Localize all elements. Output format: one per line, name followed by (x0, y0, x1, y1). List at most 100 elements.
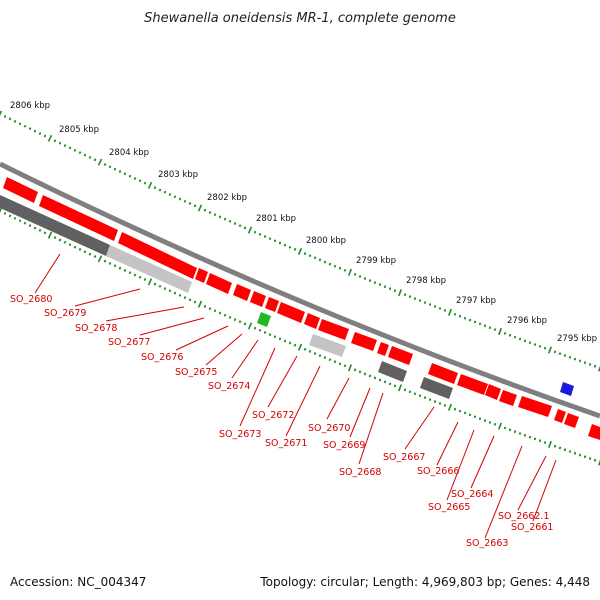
gray-feature (420, 377, 453, 399)
scale-tick (447, 308, 453, 316)
gray-features (0, 195, 453, 399)
inner-scale-tick (238, 320, 242, 324)
scale-tick (443, 308, 447, 312)
inner-scale-tick (463, 411, 467, 415)
inner-scale-tick (458, 409, 462, 413)
inner-scale-tick (343, 364, 347, 368)
inner-scale-tick (153, 282, 157, 286)
inner-scale-tick (397, 384, 403, 392)
scale-tick (538, 344, 542, 348)
scale-tick (283, 243, 287, 247)
scale-tick (368, 279, 372, 283)
inner-scale-tick (538, 439, 542, 443)
scale-tick (563, 354, 567, 357)
gene-arrow (277, 302, 305, 323)
callout-line (404, 406, 435, 450)
scale-tick (568, 355, 572, 359)
scale-tick (353, 272, 357, 276)
inner-scale-tick (53, 236, 57, 240)
inner-scale-tick (328, 358, 332, 362)
gene-labels: SO_2680 SO_2679 SO_2678 SO_2677 SO_2676 … (10, 294, 553, 549)
inner-scale-tick (133, 273, 137, 277)
scale-tick (363, 277, 367, 280)
gene-arrow (250, 291, 266, 307)
inner-scale-tick (523, 433, 527, 437)
inner-scale-tick (197, 300, 203, 308)
inner-scale-tick (323, 356, 327, 360)
inner-scale-tick (243, 322, 247, 326)
inner-scale-tick (293, 343, 297, 347)
inner-scale-tick (388, 382, 392, 386)
inner-scale-tick (208, 307, 212, 311)
scale-tick (318, 258, 322, 262)
scale-tick (143, 181, 147, 185)
scale-tick (313, 256, 317, 260)
scale-tick (343, 268, 347, 272)
scale-tick (518, 337, 522, 341)
inner-scale-tick (553, 444, 557, 448)
map-title: Shewanella oneidensis MR-1, complete gen… (144, 11, 456, 26)
inner-scale-tick (138, 275, 142, 279)
kbp-label-2800: 2800 kbp (306, 236, 346, 246)
inner-scale-tick (548, 440, 552, 448)
scale-tick (208, 211, 212, 214)
callout-line (175, 325, 229, 351)
inner-scale-tick (353, 368, 357, 372)
inner-scale-tick (453, 407, 457, 411)
gene-callout-lines (34, 253, 557, 539)
callout-line (34, 253, 61, 294)
scale-tick (238, 224, 242, 228)
inner-scale-tick (447, 403, 453, 411)
scale-tick (483, 324, 487, 328)
inner-scale-tick (303, 347, 307, 351)
scale-tick (583, 361, 587, 365)
kbp-label-2797: 2797 kbp (456, 296, 496, 306)
inner-scale-tick (43, 231, 47, 235)
scale-tick (108, 165, 112, 169)
gene-label: SO_2667 (383, 452, 425, 463)
scale-tick (128, 174, 132, 178)
inner-scale-tick (213, 309, 217, 313)
inner-scale-tick (193, 300, 197, 304)
inner-scale-tick (58, 238, 62, 242)
inner-scale-tick (0, 207, 3, 213)
inner-scale-tick (123, 268, 127, 272)
inner-scale-tick (78, 247, 82, 251)
callout-line (349, 387, 371, 438)
inner-scale-tick (38, 228, 42, 232)
inner-scale-tick (503, 426, 507, 430)
scale-tick (223, 217, 227, 221)
gene-label: SO_2671 (265, 438, 307, 449)
gene-label: SO_2678 (75, 323, 117, 334)
inner-scale-tick (578, 453, 582, 457)
scale-tick (428, 303, 432, 306)
inner-scale-tick (498, 422, 502, 430)
scale-tick (138, 179, 142, 183)
inner-scale-tick (158, 284, 162, 288)
scale-tick (438, 307, 442, 310)
inner-scale-tick (228, 315, 232, 319)
gene-arrow (588, 424, 600, 440)
inner-scale-tick (568, 450, 572, 453)
inner-scale-tick (438, 402, 442, 405)
kbp-label-2802: 2802 kbp (207, 193, 247, 203)
gene-arrow (206, 273, 232, 294)
kbp-labels: 2806 kbp 2805 kbp 2804 kbp 2803 kbp 2802… (10, 101, 597, 344)
gene-arrow (118, 232, 197, 279)
gene-arrow (351, 332, 377, 351)
inner-scale-tick (333, 360, 337, 364)
scale-tick (423, 301, 427, 305)
inner-scale-tick (563, 448, 567, 452)
gene-label: SO_2665 (428, 502, 470, 513)
kbp-label-2795: 2795 kbp (557, 334, 597, 344)
inner-scale-tick (593, 458, 597, 462)
inner-scale-tick (378, 378, 382, 382)
scale-tick (278, 241, 282, 245)
callout-line (267, 355, 298, 408)
green-feature (257, 312, 271, 327)
callout-line (484, 445, 523, 539)
scale-tick (488, 326, 492, 330)
inner-scale-tick (283, 339, 287, 343)
scale-tick (493, 328, 497, 332)
gray-feature (0, 195, 110, 256)
